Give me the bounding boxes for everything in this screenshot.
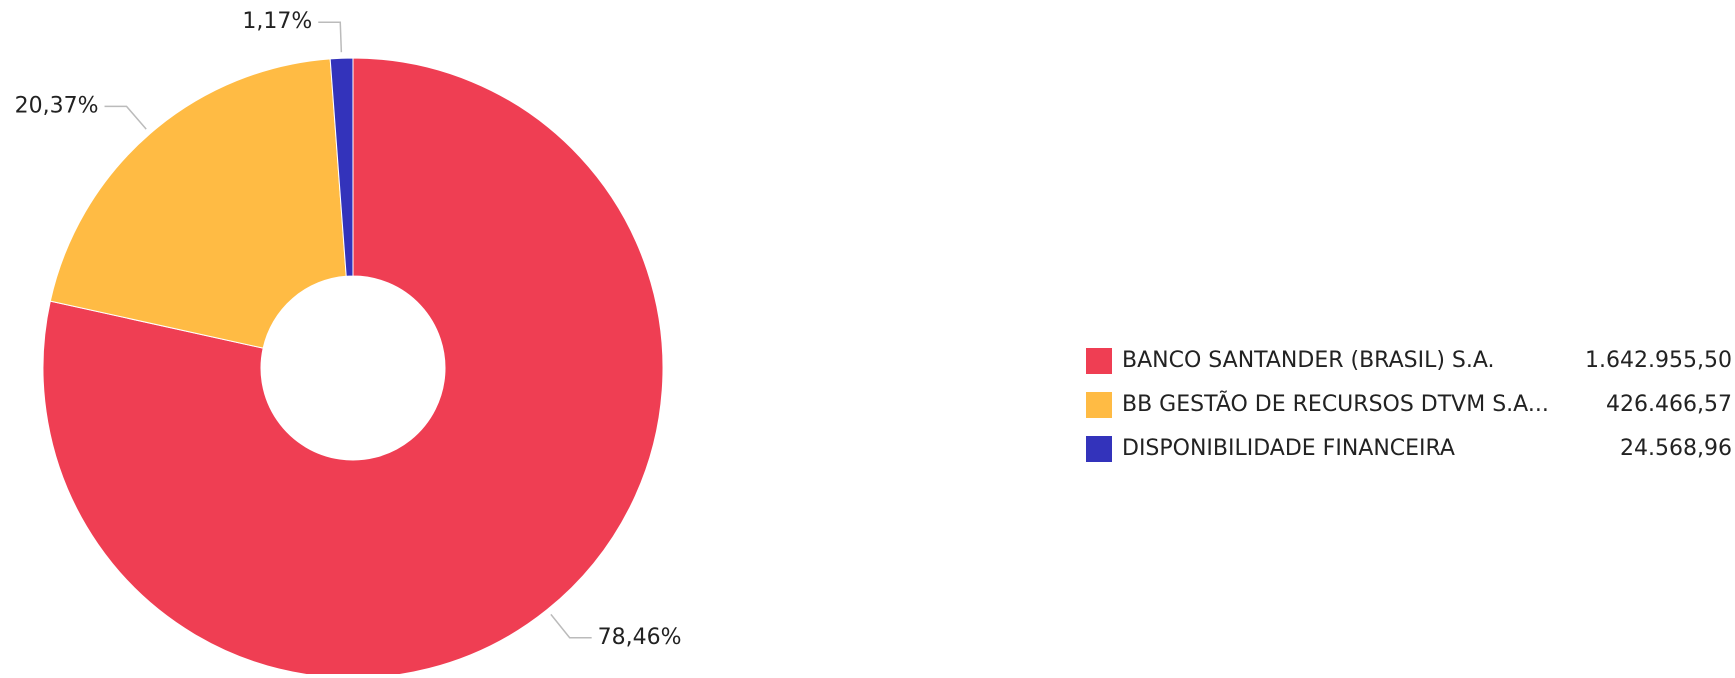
slice-percent-label: 1,17% <box>242 9 312 34</box>
slice-percent-label: 20,37% <box>15 93 99 118</box>
legend-value: 1.642.955,50 <box>1585 348 1732 373</box>
donut-slices <box>42 57 664 678</box>
legend-value: 426.466,57 <box>1606 392 1732 417</box>
legend-item[interactable]: DISPONIBILIDADE FINANCEIRA 24.568,96 <box>1086 436 1732 462</box>
legend-label: BB GESTÃO DE RECURSOS DTVM S.A... <box>1122 390 1549 417</box>
leader-line <box>318 21 343 53</box>
donut-slice[interactable] <box>42 57 664 678</box>
legend-label: DISPONIBILIDADE FINANCEIRA <box>1122 436 1455 461</box>
slice-percent-label: 78,46% <box>598 625 682 650</box>
leader-line <box>550 613 592 639</box>
percent-labels: 78,46% 20,37% 1,17% <box>15 9 682 650</box>
legend-label: BANCO SANTANDER (BRASIL) S.A. <box>1122 348 1495 373</box>
percent-leaders <box>104 21 592 639</box>
donut-slice[interactable] <box>49 58 347 349</box>
legend-swatch <box>1086 348 1112 374</box>
legend-swatch <box>1086 436 1112 462</box>
legend-item[interactable]: BB GESTÃO DE RECURSOS DTVM S.A... 426.466… <box>1086 390 1732 418</box>
leader-line <box>104 105 147 130</box>
donut-slice[interactable] <box>329 57 354 277</box>
legend: BANCO SANTANDER (BRASIL) S.A. 1.642.955,5… <box>1086 348 1732 462</box>
legend-item[interactable]: BANCO SANTANDER (BRASIL) S.A. 1.642.955,5… <box>1086 348 1732 374</box>
legend-value: 24.568,96 <box>1620 436 1732 461</box>
legend-swatch <box>1086 392 1112 418</box>
